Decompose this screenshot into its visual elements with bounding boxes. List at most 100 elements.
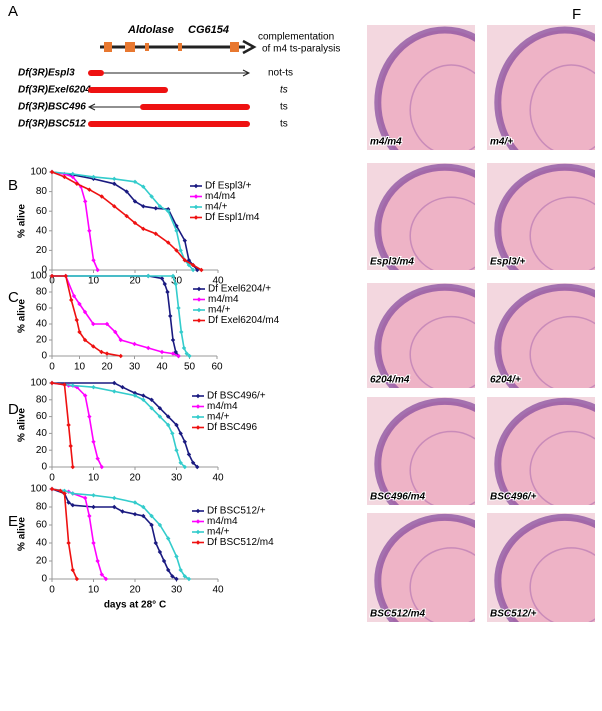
histology-image — [487, 397, 595, 505]
data-point — [168, 313, 173, 319]
data-point — [87, 414, 92, 419]
data-point — [49, 273, 55, 279]
survival-line — [51, 171, 198, 271]
data-point — [149, 397, 154, 402]
survival-line — [51, 488, 78, 580]
y-tick-label: 60 — [36, 411, 48, 422]
optic-lobe — [374, 397, 475, 505]
data-point — [166, 536, 171, 541]
optic-lobe — [374, 163, 475, 270]
data-point — [178, 248, 183, 253]
extent-arrow — [87, 103, 96, 111]
data-point — [174, 228, 179, 233]
data-point — [195, 464, 200, 470]
y-tick-label: 80 — [36, 394, 48, 405]
legend-label: Df BSC512/m4 — [207, 537, 274, 548]
data-point — [62, 174, 67, 180]
panel-letter: C — [8, 289, 19, 306]
gene-diagram: Aldolase CG6154 complementation of m4 ts… — [18, 24, 340, 130]
data-point — [70, 567, 75, 573]
genome-arrow — [242, 39, 257, 55]
x-tick-label: 10 — [88, 276, 100, 287]
x-tick-label: 0 — [49, 585, 55, 596]
image-label: BSC512/m4 — [370, 609, 425, 620]
data-point — [120, 385, 125, 390]
data-point — [174, 248, 179, 253]
data-point — [112, 176, 117, 182]
data-point — [82, 337, 88, 343]
legend-marker — [196, 297, 202, 302]
data-point — [132, 199, 138, 204]
data-point — [70, 464, 75, 470]
survival-line — [51, 382, 103, 468]
data-point — [112, 495, 117, 501]
data-point — [178, 460, 183, 465]
x-tick-label: 40 — [212, 473, 224, 484]
data-point — [112, 380, 117, 386]
data-point — [146, 345, 151, 351]
data-point — [141, 513, 146, 519]
data-point — [170, 351, 176, 356]
data-point — [132, 500, 138, 505]
data-point — [174, 554, 179, 559]
legend-marker — [195, 519, 201, 524]
x-tick-label: 30 — [171, 473, 183, 484]
data-point — [149, 522, 154, 528]
data-point — [141, 184, 146, 189]
data-point — [190, 262, 196, 268]
image-label: Espl3/+ — [490, 257, 525, 268]
data-point — [149, 406, 154, 411]
data-point — [132, 512, 138, 517]
histology-image — [367, 283, 475, 388]
y-tick-label: 0 — [41, 462, 47, 473]
y-tick-label: 100 — [30, 271, 47, 282]
data-point — [182, 439, 187, 444]
neuropil — [409, 430, 475, 505]
legend-marker — [195, 404, 201, 409]
histology-image — [367, 25, 475, 150]
data-point — [153, 206, 158, 211]
complementation-header: of m4 ts-paralysis — [262, 44, 340, 55]
data-point — [182, 258, 187, 263]
x-tick-label: 40 — [156, 362, 168, 373]
y-axis-label: % alive — [17, 204, 28, 238]
y-tick-label: 0 — [41, 265, 47, 276]
data-point — [74, 317, 79, 323]
neuropil — [529, 64, 595, 150]
data-point — [112, 389, 117, 394]
y-tick-label: 0 — [41, 574, 47, 585]
data-point — [179, 329, 184, 335]
data-point — [182, 464, 187, 470]
complementation-result: ts — [280, 102, 288, 113]
complementation-result: ts — [280, 85, 288, 96]
extent-arrow — [242, 69, 251, 77]
image-label: m4/m4 — [370, 137, 402, 148]
y-tick-label: 100 — [30, 378, 47, 389]
legend-marker — [193, 204, 199, 210]
survival-line — [52, 275, 179, 357]
complementation-result: not-ts — [268, 68, 293, 79]
legend-marker — [193, 194, 199, 199]
x-tick-label: 60 — [211, 362, 223, 373]
y-tick-label: 100 — [30, 484, 47, 495]
x-tick-label: 0 — [49, 362, 55, 373]
data-point — [91, 174, 96, 180]
legend-marker — [195, 414, 201, 420]
data-point — [176, 353, 181, 359]
deficiency-name: Df(3R)Exel6204 — [18, 85, 91, 96]
data-point — [173, 281, 178, 287]
panel-letter: A — [8, 3, 18, 20]
x-tick-label: 0 — [49, 473, 55, 484]
histology-image — [487, 513, 595, 622]
data-point — [87, 513, 92, 519]
survival-line — [52, 382, 198, 468]
data-point — [91, 344, 96, 349]
data-point — [91, 321, 96, 327]
legend-marker — [195, 540, 201, 545]
data-point — [99, 194, 104, 199]
data-point — [99, 349, 104, 355]
data-point — [170, 431, 175, 436]
data-point — [113, 329, 118, 335]
y-tick-label: 20 — [36, 335, 48, 346]
optic-lobe — [494, 163, 595, 270]
